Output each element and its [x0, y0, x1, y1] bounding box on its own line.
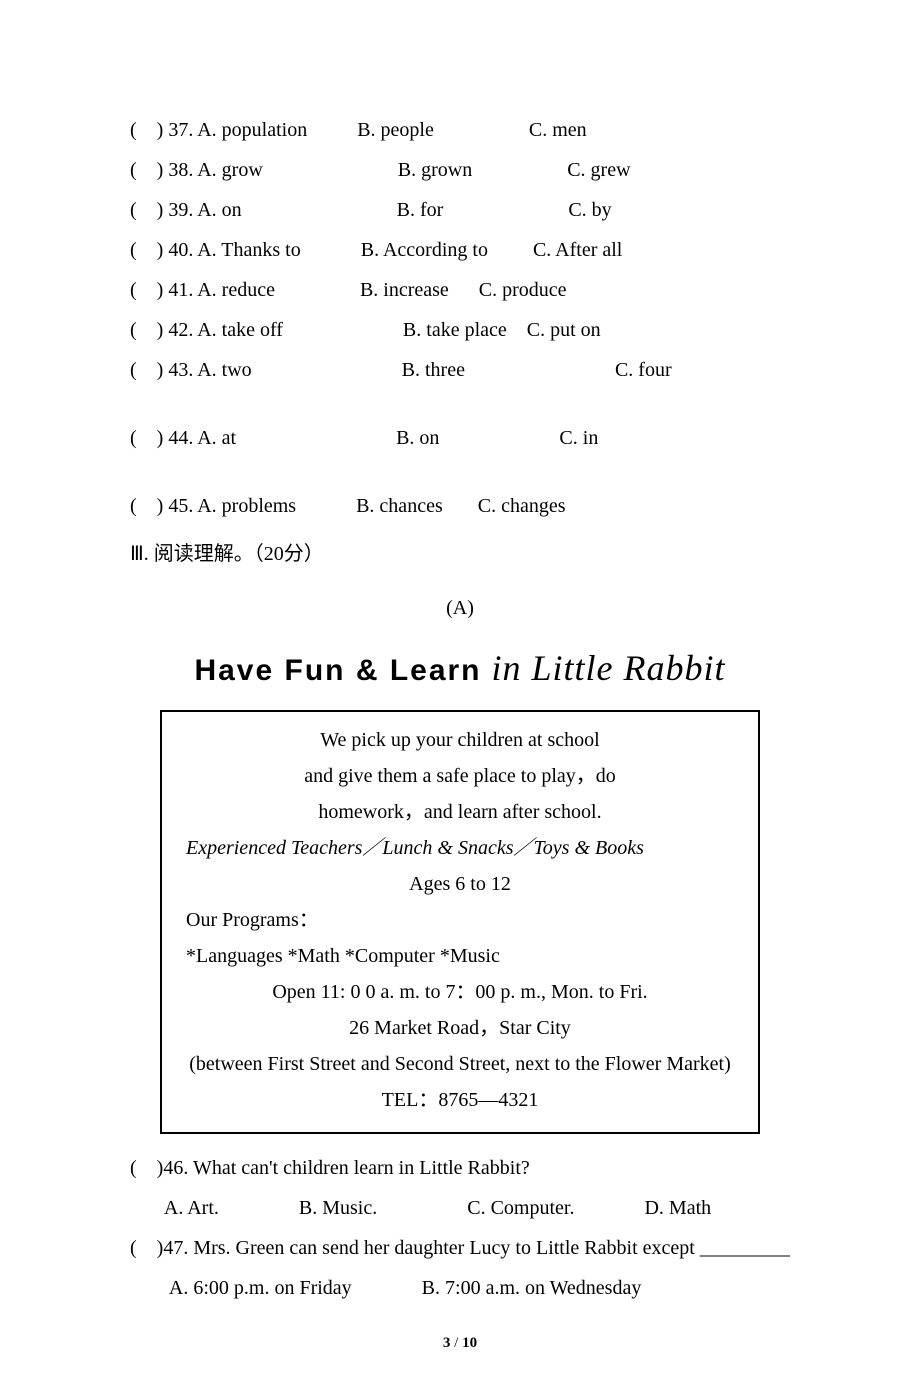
- mc-question-37: ( ) 37. A. population B. people C. men: [130, 110, 790, 150]
- rc-question-47: ( )47. Mrs. Green can send her daughter …: [130, 1228, 790, 1268]
- mc-question-43: ( ) 43. A. two B. three C. four: [130, 350, 790, 390]
- ad-line-8: Open 11: 0 0 a. m. to 7：00 p. m., Mon. t…: [186, 974, 734, 1010]
- mc-question-41: ( ) 41. A. reduce B. increase C. produce: [130, 270, 790, 310]
- ad-line-11: TEL：8765—4321: [186, 1082, 734, 1118]
- ad-line-3: homework，and learn after school.: [186, 794, 734, 830]
- spacer: [130, 390, 790, 418]
- rc-question-47-options: A. 6:00 p.m. on Friday B. 7:00 a.m. on W…: [130, 1268, 790, 1308]
- ad-line-10: (between First Street and Second Street,…: [186, 1046, 734, 1082]
- mc-question-45: ( ) 45. A. problems B. chances C. change…: [130, 486, 790, 526]
- passage-a-label: (A): [130, 588, 790, 628]
- page: ( ) 37. A. population B. people C. men (…: [0, 0, 920, 1398]
- ad-title: Have Fun & Learn in Little Rabbit: [130, 632, 790, 704]
- mc-question-40: ( ) 40. A. Thanks to B. According to C. …: [130, 230, 790, 270]
- ad-line-5: Ages 6 to 12: [186, 866, 734, 902]
- ad-line-9: 26 Market Road，Star City: [186, 1010, 734, 1046]
- ad-line-2: and give them a safe place to play，do: [186, 758, 734, 794]
- spacer: [130, 458, 790, 486]
- ad-line-7: *Languages *Math *Computer *Music: [186, 938, 734, 974]
- mc-question-44: ( ) 44. A. at B. on C. in: [130, 418, 790, 458]
- mc-question-38: ( ) 38. A. grow B. grown C. grew: [130, 150, 790, 190]
- mc-question-39: ( ) 39. A. on B. for C. by: [130, 190, 790, 230]
- page-number-total: 10: [462, 1335, 477, 1351]
- ad-line-4: Experienced Teachers／Lunch & Snacks／Toys…: [186, 830, 734, 866]
- mc-question-42: ( ) 42. A. take off B. take place C. put…: [130, 310, 790, 350]
- ad-line-6: Our Programs：: [186, 902, 734, 938]
- section-3-heading: Ⅲ. 阅读理解。（20分）: [130, 534, 790, 574]
- page-number-current: 3: [443, 1335, 451, 1351]
- ad-title-part-c: Little Rabbit: [532, 648, 726, 688]
- ad-line-1: We pick up your children at school: [186, 722, 734, 758]
- rc-question-46-options: A. Art. B. Music. C. Computer. D. Math: [130, 1188, 790, 1228]
- rc-question-46: ( )46. What can't children learn in Litt…: [130, 1148, 790, 1188]
- page-number-sep: /: [450, 1335, 462, 1351]
- ad-title-part-a: Have Fun & Learn: [194, 654, 481, 687]
- page-footer: 3 / 10: [130, 1328, 790, 1358]
- ad-box: We pick up your children at school and g…: [160, 710, 760, 1134]
- ad-title-part-b: in: [482, 648, 532, 688]
